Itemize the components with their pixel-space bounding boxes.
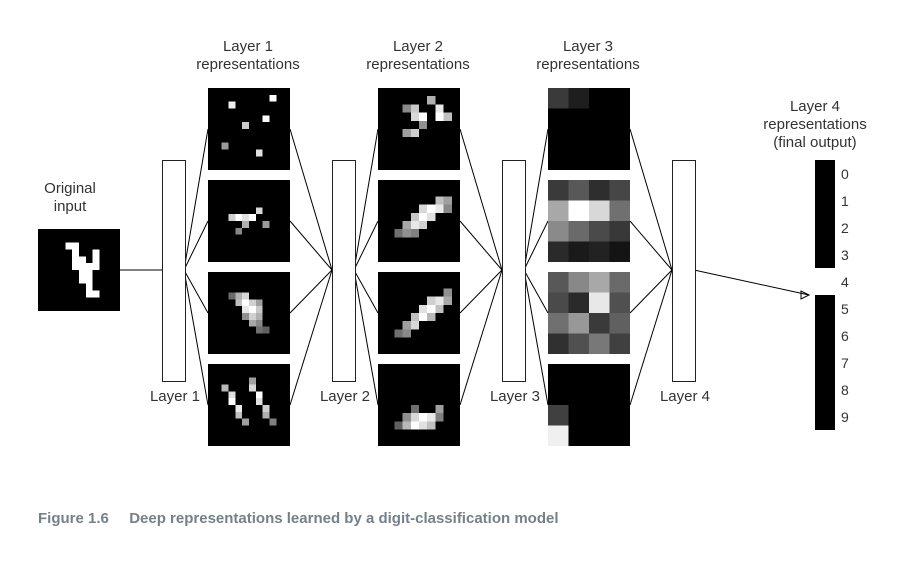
layer3-box xyxy=(502,160,526,382)
output-label: 0 xyxy=(841,166,849,182)
caption-prefix: Figure 1.6 xyxy=(38,510,109,527)
layer2-feature-stack xyxy=(378,88,460,446)
output-cell xyxy=(815,376,835,403)
feature-tile xyxy=(378,180,460,262)
layer2-label: Layer 2 xyxy=(312,388,378,406)
output-cell xyxy=(815,214,835,241)
figure-caption: Figure 1.6 Deep representations learned … xyxy=(38,510,559,527)
output-cell xyxy=(815,187,835,214)
layer4-label: Layer 4 xyxy=(652,388,718,406)
output-cell xyxy=(815,160,835,187)
feature-tile xyxy=(378,364,460,446)
feature-tile xyxy=(208,88,290,170)
output-column: 0 1 2 3 4 5 6 7 8 9 xyxy=(815,160,865,430)
output-cell xyxy=(815,268,835,295)
original-input-label: Original input xyxy=(20,180,120,216)
layer4-reps-label: Layer 4 representations (final output) xyxy=(735,98,895,152)
output-label: 3 xyxy=(841,247,849,263)
output-label: 6 xyxy=(841,328,849,344)
layer3-label: Layer 3 xyxy=(482,388,548,406)
feature-tile xyxy=(548,88,630,170)
layer2-box xyxy=(332,160,356,382)
output-label: 5 xyxy=(841,301,849,317)
feature-tile xyxy=(208,180,290,262)
figure-stage: Original input Layer 1 representations L… xyxy=(0,0,900,566)
input-digit-tile xyxy=(38,229,120,311)
output-label: 9 xyxy=(841,409,849,425)
feature-tile xyxy=(548,272,630,354)
output-cell xyxy=(815,349,835,376)
feature-tile xyxy=(378,272,460,354)
feature-tile xyxy=(208,364,290,446)
output-label: 2 xyxy=(841,220,849,236)
feature-tile xyxy=(208,272,290,354)
layer3-reps-label: Layer 3 representations xyxy=(518,38,658,74)
output-label: 1 xyxy=(841,193,849,209)
layer1-box xyxy=(162,160,186,382)
layer4-box xyxy=(672,160,696,382)
layer2-reps-label: Layer 2 representations xyxy=(348,38,488,74)
output-label: 7 xyxy=(841,355,849,371)
layer1-label: Layer 1 xyxy=(142,388,208,406)
feature-tile xyxy=(548,180,630,262)
output-cell xyxy=(815,403,835,430)
output-label: 4 xyxy=(841,274,849,290)
output-cell xyxy=(815,322,835,349)
feature-tile xyxy=(378,88,460,170)
output-cell xyxy=(815,241,835,268)
layer1-reps-label: Layer 1 representations xyxy=(178,38,318,74)
layer3-feature-stack xyxy=(548,88,630,446)
output-label: 8 xyxy=(841,382,849,398)
output-cell xyxy=(815,295,835,322)
feature-tile xyxy=(548,364,630,446)
caption-text: Deep representations learned by a digit-… xyxy=(129,510,558,527)
layer1-feature-stack xyxy=(208,88,290,446)
